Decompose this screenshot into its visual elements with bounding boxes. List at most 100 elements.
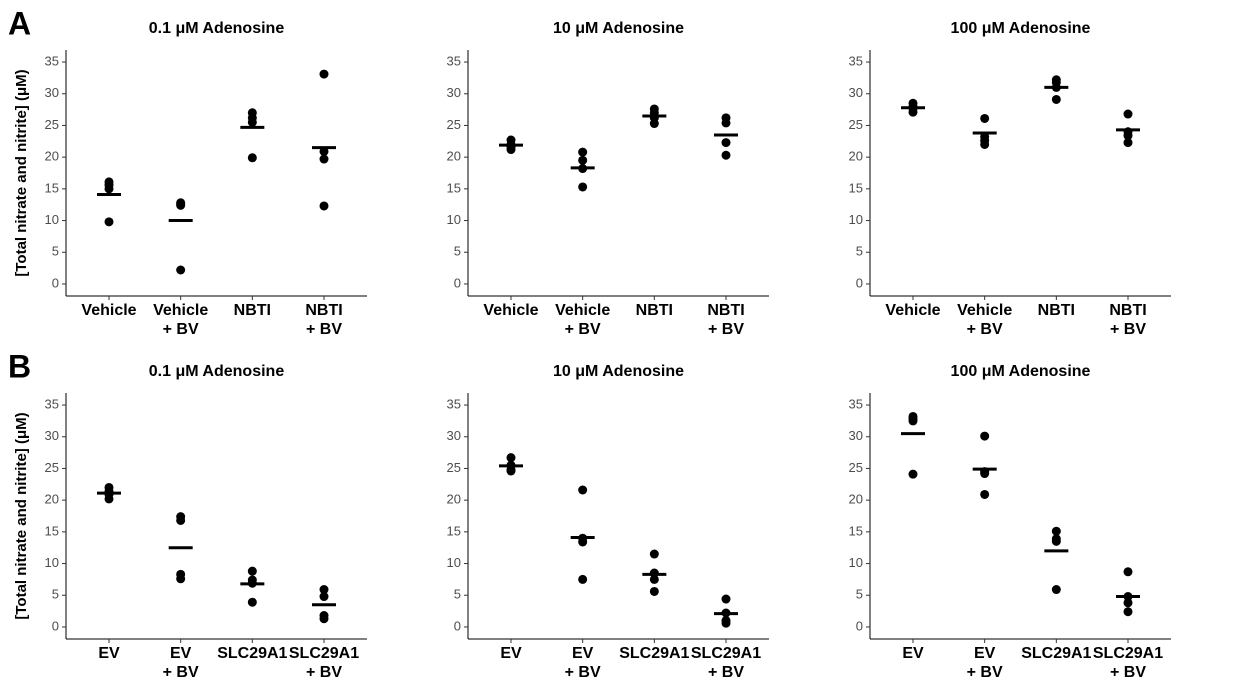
x-tick-label-box: EV + BV bbox=[966, 645, 1003, 681]
y-tick-label: 0 bbox=[454, 618, 461, 633]
y-tick-label: 25 bbox=[849, 117, 863, 132]
data-point bbox=[247, 117, 257, 127]
data-point bbox=[247, 597, 257, 607]
data-point bbox=[578, 147, 588, 157]
data-point bbox=[908, 469, 918, 479]
data-point bbox=[506, 453, 516, 463]
x-tick-label-box: Vehicle + BV bbox=[153, 302, 208, 338]
y-tick-label: 35 bbox=[849, 396, 863, 411]
data-point bbox=[721, 150, 731, 160]
y-tick-label: 30 bbox=[45, 85, 59, 100]
chart-title: 10 μM Adenosine bbox=[553, 20, 684, 37]
y-tick-label: 10 bbox=[849, 555, 863, 570]
data-point bbox=[649, 549, 659, 559]
y-tick-label: 0 bbox=[856, 618, 863, 633]
x-tick-label: Vehicle + BV bbox=[555, 302, 611, 338]
data-point bbox=[104, 217, 114, 227]
y-tick-label: 20 bbox=[849, 149, 863, 164]
y-tick-label: 20 bbox=[447, 492, 461, 507]
data-point bbox=[721, 618, 731, 628]
y-tick-label: 15 bbox=[45, 523, 59, 538]
y-tick-label: 25 bbox=[45, 460, 59, 475]
x-tick-label: SLC29A1 bbox=[217, 645, 288, 662]
data-point bbox=[980, 139, 990, 149]
y-tick-label: 5 bbox=[454, 587, 461, 602]
x-tick-label-box: EV + BV bbox=[163, 645, 199, 681]
y-tick-label: 5 bbox=[856, 244, 863, 259]
x-tick-label: EV bbox=[500, 645, 522, 662]
x-tick-label: SLC29A1 + BV bbox=[288, 645, 360, 681]
x-tick-label: Vehicle bbox=[885, 302, 941, 319]
y-tick-label: 20 bbox=[447, 149, 461, 164]
y-tick-label: 30 bbox=[45, 428, 59, 443]
x-tick-label-box: SLC29A1 + BV bbox=[690, 645, 762, 681]
x-tick-label: SLC29A1 bbox=[1021, 645, 1092, 662]
y-tick-label: 35 bbox=[45, 53, 59, 68]
y-tick-label: 10 bbox=[45, 212, 59, 227]
y-tick-label: 25 bbox=[849, 460, 863, 475]
data-point bbox=[578, 574, 588, 584]
x-tick-label: NBTI bbox=[233, 302, 271, 319]
data-point bbox=[319, 69, 329, 79]
y-tick-label: 10 bbox=[849, 212, 863, 227]
y-tick-label: 10 bbox=[447, 212, 461, 227]
x-tick-label-box: EV bbox=[98, 645, 120, 662]
data-point bbox=[176, 200, 186, 210]
data-point bbox=[980, 431, 990, 441]
chart-title: 10 μM Adenosine bbox=[553, 363, 684, 380]
x-tick-label-box: SLC29A1 bbox=[217, 645, 288, 662]
x-tick-label: EV bbox=[902, 645, 924, 662]
data-point bbox=[649, 586, 659, 596]
x-tick-label-box: SLC29A1 + BV bbox=[1093, 645, 1163, 681]
x-tick-label-box: SLC29A1 bbox=[619, 645, 689, 662]
x-tick-label-box: NBTI + BV bbox=[305, 302, 342, 338]
data-point bbox=[1051, 526, 1061, 536]
x-tick-label: EV bbox=[98, 645, 120, 662]
data-point bbox=[721, 118, 731, 128]
data-point bbox=[104, 494, 114, 504]
x-tick-label-box: Vehicle + BV bbox=[957, 302, 1012, 338]
x-tick-label-box: NBTI bbox=[233, 302, 271, 319]
data-point bbox=[578, 182, 588, 192]
x-tick-label-box: EV bbox=[902, 645, 924, 662]
x-tick-label-box: NBTI bbox=[635, 302, 673, 319]
y-tick-label: 25 bbox=[447, 460, 461, 475]
y-tick-label: 15 bbox=[849, 523, 863, 538]
y-axis-label: [Total nitrate and nitrite] (μM) bbox=[13, 69, 30, 276]
data-point bbox=[649, 574, 659, 584]
x-tick-label-box: Vehicle bbox=[483, 302, 538, 319]
data-point bbox=[1123, 131, 1133, 141]
data-point bbox=[104, 184, 114, 194]
data-point bbox=[319, 154, 329, 164]
x-tick-label-box: NBTI bbox=[1038, 302, 1075, 319]
chart-title: 0.1 μM Adenosine bbox=[149, 20, 285, 37]
y-tick-label: 30 bbox=[849, 428, 863, 443]
data-point bbox=[319, 146, 329, 156]
y-tick-label: 10 bbox=[447, 555, 461, 570]
y-tick-label: 30 bbox=[849, 85, 863, 100]
x-tick-label: EV + BV bbox=[564, 645, 601, 681]
x-tick-label: SLC29A1 + BV bbox=[690, 645, 762, 681]
x-tick-label: Vehicle bbox=[81, 302, 137, 319]
data-point bbox=[578, 485, 588, 495]
data-point bbox=[247, 153, 257, 163]
y-tick-label: 20 bbox=[45, 149, 59, 164]
data-point bbox=[1123, 109, 1133, 119]
data-point bbox=[1051, 94, 1061, 104]
y-tick-label: 15 bbox=[447, 180, 461, 195]
y-tick-label: 25 bbox=[447, 117, 461, 132]
x-tick-label: EV + BV bbox=[966, 645, 1003, 681]
data-point bbox=[1123, 567, 1133, 577]
data-point bbox=[319, 592, 329, 602]
x-tick-label: NBTI bbox=[635, 302, 673, 319]
x-tick-label-box: EV bbox=[500, 645, 522, 662]
x-tick-label-box: Vehicle bbox=[885, 302, 941, 319]
chart-title: 100 μM Adenosine bbox=[951, 20, 1091, 37]
y-tick-label: 35 bbox=[849, 53, 863, 68]
y-tick-label: 0 bbox=[454, 275, 461, 290]
data-point bbox=[578, 537, 588, 547]
y-tick-label: 0 bbox=[52, 275, 59, 290]
data-point bbox=[319, 585, 329, 595]
x-tick-label-box: Vehicle + BV bbox=[555, 302, 611, 338]
y-tick-label: 25 bbox=[45, 117, 59, 132]
